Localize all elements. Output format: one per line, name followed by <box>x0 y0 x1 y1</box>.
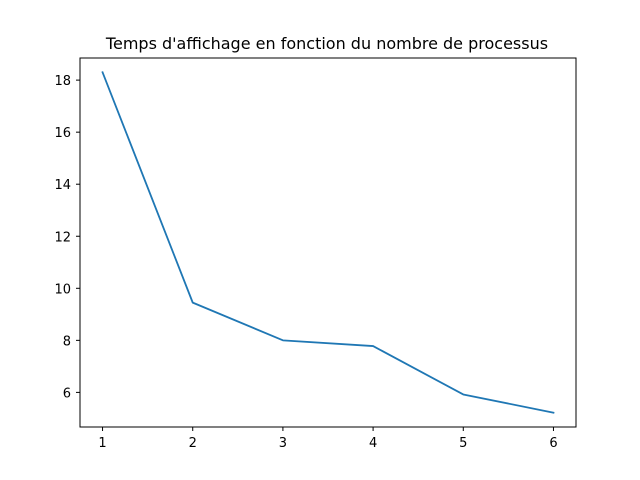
y-tick-label: 16 <box>54 126 71 141</box>
y-tick-label: 10 <box>54 282 71 297</box>
plot-area-frame <box>79 57 577 428</box>
x-axis: 1 2 3 4 5 6 <box>98 427 558 451</box>
y-tick-label: 6 <box>63 386 71 401</box>
y-tick-label: 12 <box>54 230 71 245</box>
x-tick-label: 3 <box>279 436 287 451</box>
series-layer <box>101 71 555 414</box>
x-tick-label: 1 <box>98 436 106 451</box>
x-tick-label: 6 <box>549 436 557 451</box>
chart-title: Temps d'affichage en fonction du nombre … <box>105 34 548 53</box>
y-tick-label: 8 <box>63 334 71 349</box>
y-tick-label: 14 <box>54 178 71 193</box>
series-line <box>101 71 555 414</box>
x-tick-label: 4 <box>369 436 377 451</box>
y-axis: 6 8 10 12 14 16 18 <box>54 74 80 401</box>
y-tick-label: 18 <box>54 74 71 89</box>
x-tick-label: 2 <box>189 436 197 451</box>
x-tick-label: 5 <box>459 436 467 451</box>
